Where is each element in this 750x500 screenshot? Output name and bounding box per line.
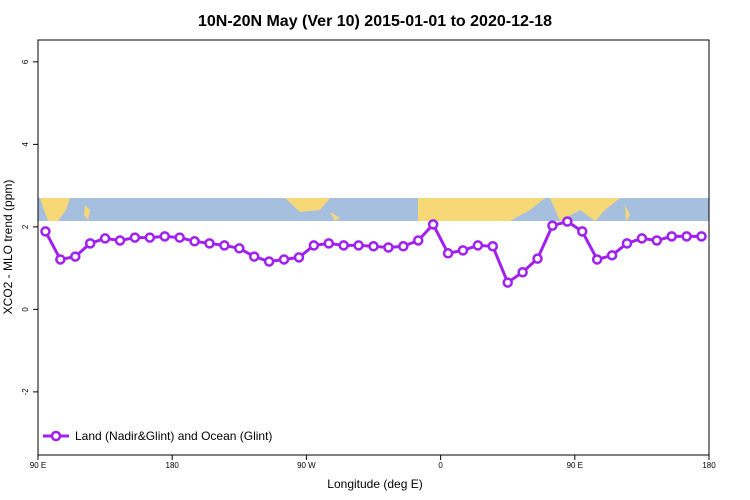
- data-point: [40, 226, 51, 237]
- data-point: [293, 252, 305, 263]
- data-point: [70, 251, 81, 262]
- data-point: [502, 277, 513, 288]
- x-tick-label: 90 E: [30, 461, 46, 470]
- data-point: [412, 235, 424, 246]
- data-point: [651, 235, 663, 246]
- data-point: [174, 232, 185, 243]
- y-tick-label: 6: [21, 59, 30, 64]
- x-tick-label: 180: [702, 461, 716, 470]
- data-point: [606, 250, 618, 261]
- data-point: [591, 254, 603, 265]
- data-point: [55, 254, 66, 265]
- data-point: [666, 231, 677, 242]
- data-point: [457, 245, 469, 256]
- data-point: [577, 226, 588, 237]
- data-point: [517, 267, 528, 278]
- data-point: [353, 240, 364, 251]
- y-tick-label: -2: [21, 388, 30, 396]
- x-tick-label: 90 E: [567, 461, 583, 470]
- data-point: [144, 232, 156, 243]
- x-tick-label: 0: [438, 461, 443, 470]
- data-point: [234, 243, 245, 254]
- data-point: [562, 216, 573, 227]
- data-point: [547, 220, 558, 231]
- series-line: [44, 219, 702, 285]
- data-point: [263, 256, 275, 267]
- data-point: [99, 233, 111, 244]
- data-point: [427, 219, 439, 230]
- data-point: [621, 238, 633, 249]
- data-point: [248, 251, 260, 262]
- chart-title: 10N-20N May (Ver 10) 2015-01-01 to 2020-…: [198, 13, 552, 30]
- data-point: [472, 240, 484, 251]
- data-point: [323, 238, 335, 249]
- data-point: [368, 241, 379, 252]
- x-tick-label: 180: [166, 461, 180, 470]
- y-tick-label: 0: [21, 307, 30, 312]
- data-point: [636, 233, 648, 244]
- map-strip: [38, 198, 709, 221]
- data-point: [159, 231, 170, 242]
- y-tick-label: 2: [21, 224, 30, 229]
- y-axis-label: XCO2 - MLO trend (ppm): [1, 180, 15, 315]
- data-point: [308, 240, 320, 251]
- data-point: [189, 236, 200, 247]
- data-point: [338, 240, 349, 251]
- legend-label: Land (Nadir&Glint) and Ocean (Glint): [75, 429, 272, 443]
- data-point: [84, 238, 96, 249]
- data-point: [278, 254, 290, 265]
- data-point: [442, 248, 454, 259]
- data-point: [696, 231, 707, 242]
- data-point: [129, 232, 141, 243]
- legend-marker: [50, 430, 62, 442]
- data-point: [681, 231, 692, 242]
- x-axis-label: Longitude (deg E): [327, 477, 422, 491]
- data-point: [487, 241, 499, 252]
- data-point: [204, 238, 215, 249]
- data-point: [383, 242, 394, 253]
- data-point: [114, 235, 126, 246]
- y-tick-label: 4: [21, 142, 30, 147]
- data-point: [532, 253, 543, 264]
- data-point: [398, 241, 409, 252]
- data-point: [219, 240, 230, 251]
- plot-frame: [37, 39, 710, 456]
- x-tick-label: 90 W: [297, 461, 316, 470]
